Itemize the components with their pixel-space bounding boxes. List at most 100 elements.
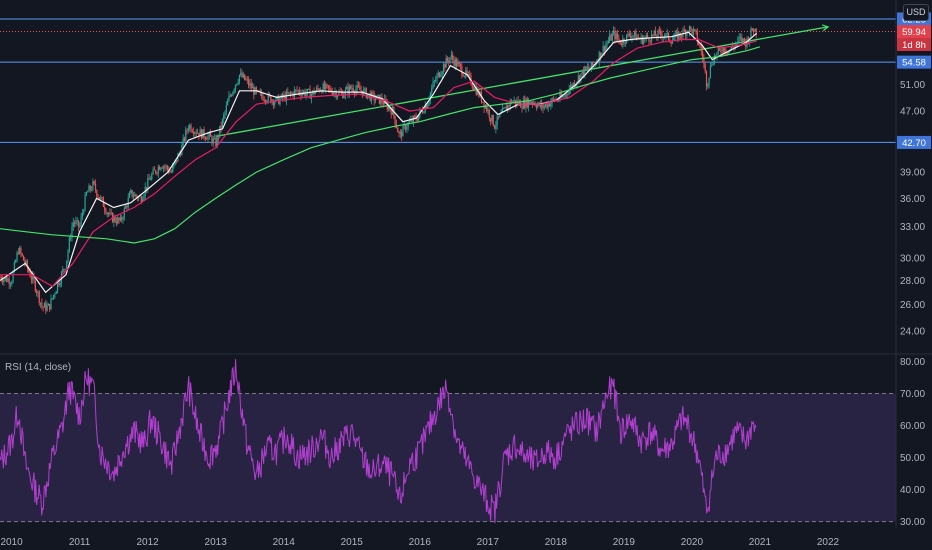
candle-body-490 — [640, 36, 642, 40]
candle-body-164 — [213, 138, 216, 139]
x-tick-0: 2010 — [0, 537, 23, 548]
candle-body-357 — [466, 70, 468, 75]
candle-body-445 — [581, 69, 583, 74]
candle-body-369 — [482, 101, 484, 103]
candle-body-549 — [717, 48, 719, 53]
candle-body-141 — [183, 138, 186, 141]
candle-body-57 — [73, 222, 76, 224]
candle-body-46 — [59, 282, 61, 286]
candle-body-479 — [626, 34, 628, 43]
candle-body-151 — [196, 132, 199, 134]
price-tick-2: 28.00 — [900, 276, 925, 287]
candle-body-64 — [83, 210, 85, 214]
candle-body-468 — [611, 33, 613, 41]
candle-body-355 — [463, 76, 466, 77]
candle-body-191 — [249, 83, 251, 86]
candle-body-161 — [210, 132, 212, 137]
candle-body-179 — [233, 89, 235, 92]
candle-body-118 — [153, 169, 155, 171]
candle-body-220 — [287, 91, 289, 94]
candle-body-381 — [497, 116, 500, 118]
countdown-tag: 1d 8h — [902, 40, 926, 51]
candle-body-464 — [606, 42, 608, 45]
candle-body-538 — [703, 58, 705, 64]
candle-body-531 — [694, 29, 696, 31]
candle-body-289 — [377, 95, 379, 96]
candle-body-265 — [346, 87, 348, 90]
candle-body-523 — [683, 29, 685, 31]
candle-body-473 — [618, 38, 620, 40]
candle-body-173 — [225, 105, 227, 112]
candle-body-107 — [139, 196, 141, 198]
candle-body-20 — [25, 261, 27, 264]
rsi-tick-5: 80.00 — [900, 357, 925, 368]
candle-body-40 — [51, 298, 53, 300]
candle-body-503 — [657, 30, 659, 38]
candle-body-435 — [568, 89, 570, 95]
candle-body-331 — [432, 82, 434, 89]
countdown-tag-bg — [897, 38, 931, 52]
candle-body-22 — [28, 268, 30, 272]
candle-body-480 — [627, 33, 629, 35]
candle-body-128 — [166, 166, 169, 170]
candle-body-21 — [26, 261, 29, 269]
candle-body-121 — [157, 167, 159, 174]
candle-body-24 — [30, 276, 33, 280]
candle-body-286 — [373, 93, 375, 101]
candle-body-557 — [728, 51, 730, 54]
candle-body-533 — [696, 31, 698, 42]
candle-body-418 — [546, 104, 548, 108]
candle-body-126 — [164, 166, 166, 168]
candle-body-243 — [317, 87, 319, 90]
x-tick-10: 2020 — [681, 537, 704, 548]
candle-body-334 — [436, 75, 438, 81]
candle-body-354 — [462, 74, 464, 77]
currency-badge[interactable]: USD — [903, 4, 929, 21]
candle-body-337 — [440, 74, 442, 77]
rsi-pane: RSI (14, close) — [0, 359, 896, 524]
candle-body-564 — [737, 38, 739, 43]
candle-body-449 — [586, 67, 589, 69]
candle-body-450 — [588, 67, 590, 69]
candle-body-348 — [454, 59, 456, 66]
candle-body-310 — [404, 124, 407, 130]
rsi-tick-1: 40.00 — [900, 485, 925, 496]
candle-body-532 — [695, 29, 697, 32]
candle-body-250 — [326, 84, 328, 86]
candle-body-116 — [151, 174, 153, 180]
candle-body-27 — [34, 280, 36, 291]
candle-body-505 — [660, 30, 662, 35]
candle-body-491 — [641, 36, 643, 44]
candle-body-69 — [89, 185, 91, 190]
candle-body-125 — [162, 166, 165, 169]
candle-body-576 — [753, 30, 755, 32]
candle-body-285 — [372, 92, 374, 94]
candle-body-202 — [263, 100, 265, 102]
candle-body-336 — [439, 72, 441, 77]
candle-body-162 — [211, 136, 213, 144]
candle-body-452 — [590, 61, 592, 69]
candle-body-563 — [735, 42, 738, 45]
candle-body-273 — [356, 85, 358, 90]
candle-body-104 — [135, 194, 137, 197]
candle-body-163 — [212, 138, 214, 144]
candle-body-528 — [690, 26, 692, 29]
candle-body-178 — [232, 91, 234, 96]
candle-body-49 — [63, 269, 65, 270]
candle-body-106 — [138, 196, 140, 199]
candle-body-424 — [554, 99, 556, 101]
candle-body-133 — [173, 163, 175, 167]
candle-body-399 — [521, 107, 523, 109]
candle-body-147 — [191, 131, 193, 133]
candle-body-296 — [386, 102, 388, 110]
candle-body-352 — [459, 64, 462, 67]
candle-body-114 — [148, 178, 150, 180]
candle-body-50 — [64, 268, 67, 270]
candle-body-293 — [382, 102, 384, 105]
candle-body-359 — [469, 74, 471, 76]
candle-body-481 — [628, 33, 630, 37]
candle-body-552 — [721, 51, 723, 53]
candle-body-461 — [602, 45, 604, 54]
